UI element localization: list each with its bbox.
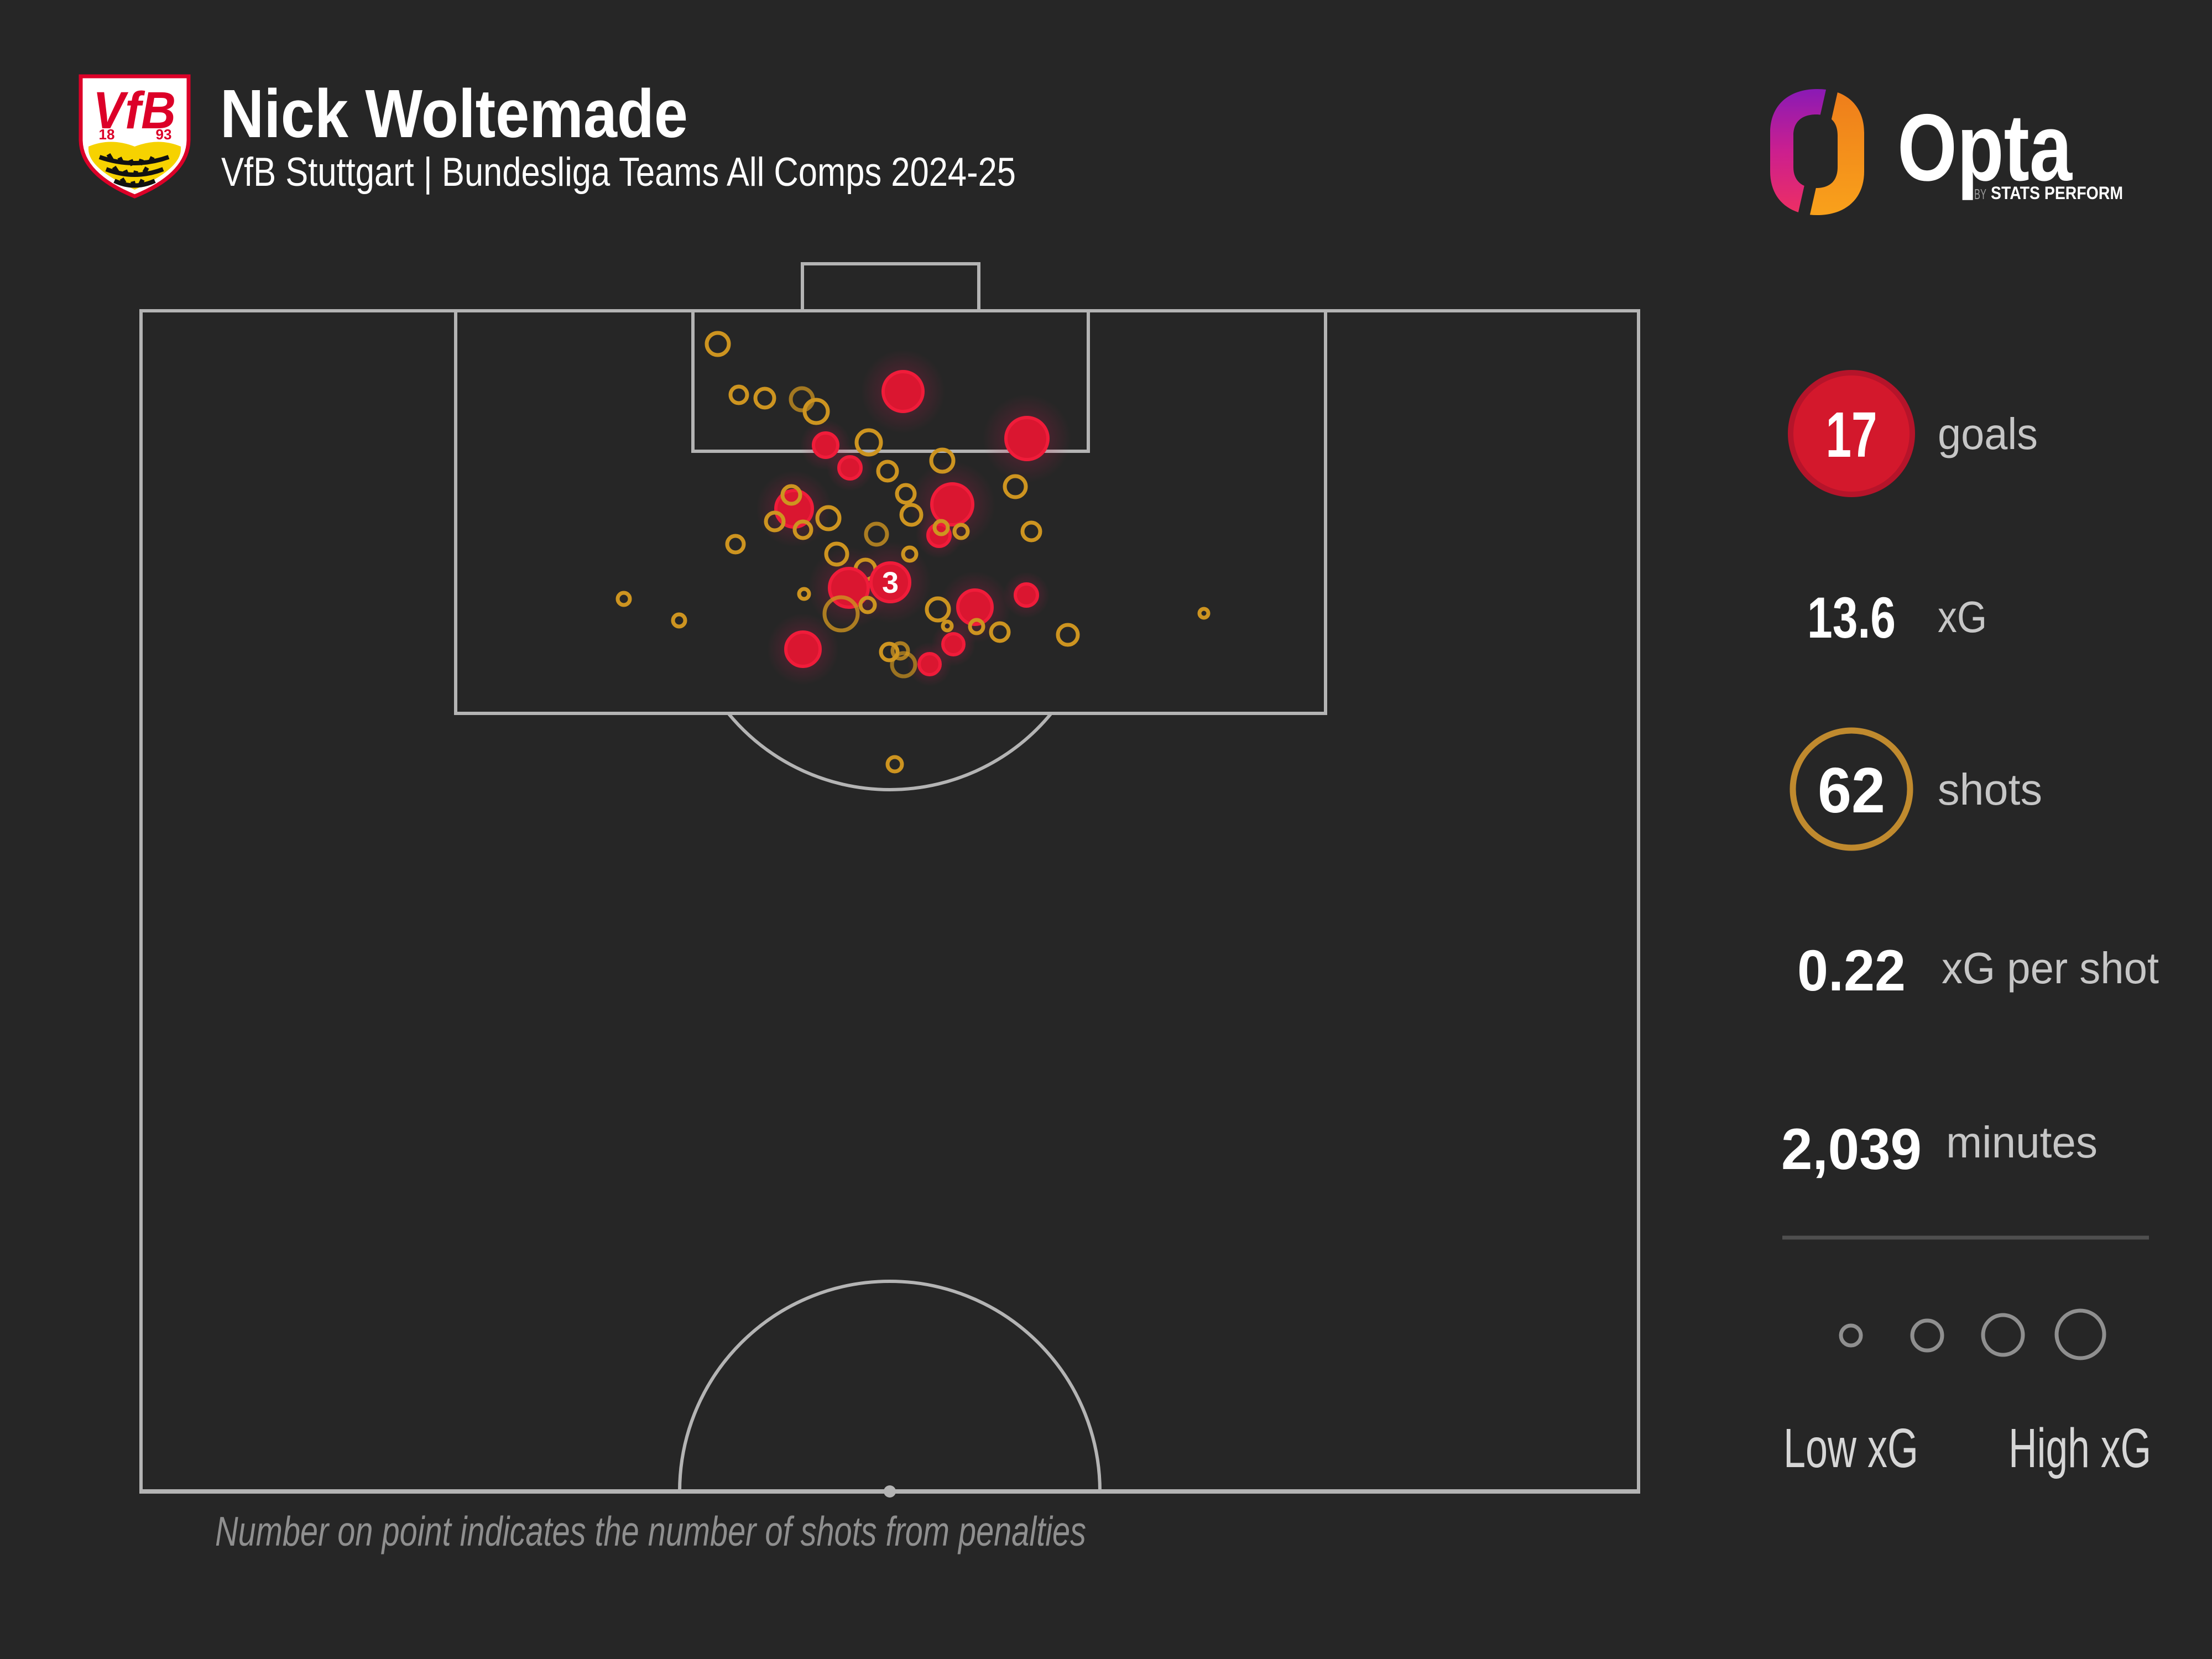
svg-text:Number on point indicates the: Number on point indicates the number of … — [215, 1508, 1086, 1554]
svg-text:17: 17 — [1826, 399, 1877, 471]
svg-text:62: 62 — [1818, 754, 1885, 826]
svg-text:VfB Stuttgart | Bundesliga Tea: VfB Stuttgart | Bundesliga Teams All Com… — [221, 150, 1016, 195]
svg-text:3: 3 — [882, 566, 899, 599]
svg-text:18: 18 — [99, 126, 115, 143]
svg-text:VfB: VfB — [93, 81, 176, 140]
svg-text:minutes: minutes — [1946, 1118, 2098, 1167]
svg-text:Nick Woltemade: Nick Woltemade — [220, 76, 688, 152]
svg-text:xG per shot: xG per shot — [1942, 943, 2159, 993]
svg-text:13.6: 13.6 — [1807, 586, 1896, 650]
svg-text:goals: goals — [1938, 409, 2038, 458]
svg-text:High xG: High xG — [2008, 1417, 2151, 1479]
svg-text:Opta: Opta — [1897, 95, 2073, 201]
svg-text:STATS PERFORM: STATS PERFORM — [1991, 183, 2123, 203]
svg-text:Low xG: Low xG — [1783, 1417, 1918, 1479]
svg-text:0.22: 0.22 — [1797, 938, 1906, 1003]
svg-text:93: 93 — [156, 126, 172, 143]
svg-text:shots: shots — [1938, 765, 2042, 814]
svg-text:BY: BY — [1974, 186, 1986, 202]
svg-text:xG: xG — [1938, 592, 1987, 641]
svg-text:2,039: 2,039 — [1781, 1117, 1922, 1182]
